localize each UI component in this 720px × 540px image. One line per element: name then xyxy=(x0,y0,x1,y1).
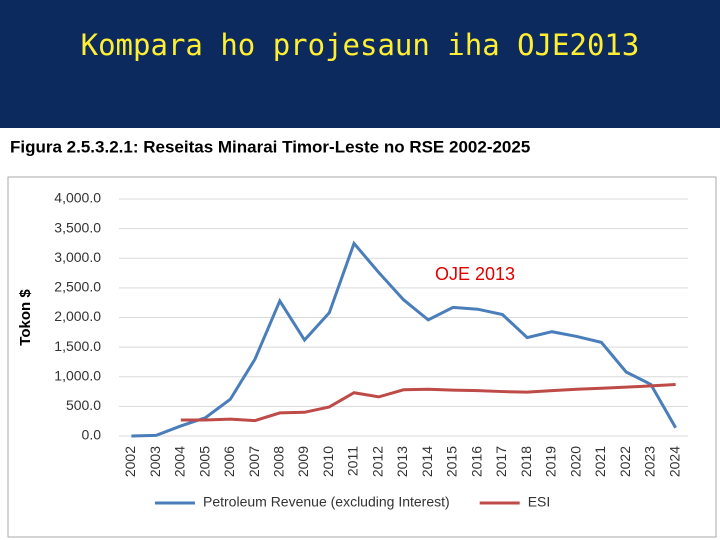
y-tick-label: 2,000.0 xyxy=(54,308,101,324)
y-tick-label: 4,000.0 xyxy=(54,190,101,206)
x-tick-label: 2023 xyxy=(642,446,658,477)
x-tick-label: 2003 xyxy=(147,446,163,477)
x-tick-label: 2013 xyxy=(394,446,410,477)
x-tick-label: 2018 xyxy=(518,446,534,477)
x-tick-label: 2017 xyxy=(493,446,509,477)
x-tick-label: 2008 xyxy=(271,446,287,477)
legend-label: ESI xyxy=(528,494,551,510)
annotation: OJE 2013 xyxy=(435,264,515,284)
y-tick-label: 3,000.0 xyxy=(54,249,101,265)
header: Kompara ho projesaun iha OJE2013 xyxy=(0,0,720,128)
x-tick-label: 2006 xyxy=(221,446,237,477)
x-tick-label: 2011 xyxy=(345,446,361,476)
x-tick-label: 2010 xyxy=(320,446,336,477)
x-tick-label: 2020 xyxy=(567,446,583,477)
y-tick-label: 0.0 xyxy=(82,427,102,443)
y-tick-label: 2,500.0 xyxy=(54,279,101,295)
chart-title: Figura 2.5.3.2.1: Reseitas Minarai Timor… xyxy=(10,137,530,156)
chart-frame xyxy=(7,176,717,538)
y-tick-label: 1,500.0 xyxy=(54,338,101,354)
legend-label: Petroleum Revenue (excluding Interest) xyxy=(203,494,450,510)
y-tick-label: 1,000.0 xyxy=(54,367,101,383)
x-tick-label: 2022 xyxy=(617,446,633,477)
x-tick-label: 2019 xyxy=(543,446,559,477)
x-tick-label: 2015 xyxy=(444,446,460,477)
series-line xyxy=(180,382,676,423)
series-line xyxy=(131,240,677,438)
x-tick-label: 2012 xyxy=(369,446,385,477)
x-tick-label: 2009 xyxy=(295,446,311,477)
x-tick-label: 2021 xyxy=(592,446,608,477)
chart: Figura 2.5.3.2.1: Reseitas Minarai Timor… xyxy=(7,137,717,538)
x-tick-label: 2016 xyxy=(468,446,484,477)
y-axis-label: Tokon $ xyxy=(17,289,34,346)
y-tick-label: 3,500.0 xyxy=(54,219,101,235)
x-tick-label: 2024 xyxy=(666,446,682,477)
x-tick-label: 2002 xyxy=(122,446,138,477)
x-tick-label: 2005 xyxy=(196,446,212,477)
x-tick-label: 2004 xyxy=(172,446,188,477)
x-tick-label: 2007 xyxy=(246,446,262,477)
x-tick-label: 2014 xyxy=(419,446,435,477)
slide-title: Kompara ho projesaun iha OJE2013 xyxy=(80,28,640,62)
y-tick-label: 500.0 xyxy=(66,397,101,413)
